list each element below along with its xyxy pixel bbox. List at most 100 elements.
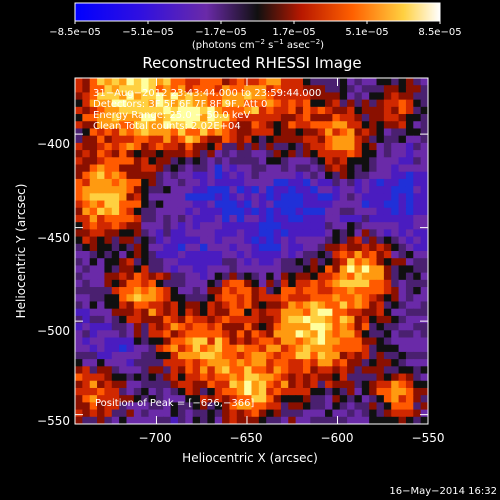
- heatmap-cell: [119, 251, 128, 259]
- heatmap-cell: [273, 92, 282, 101]
- heatmap-cell: [170, 114, 179, 122]
- heatmap-cell: [133, 200, 142, 209]
- heatmap-cell: [111, 351, 120, 360]
- heatmap-cell: [369, 207, 378, 216]
- heatmap-cell: [163, 78, 172, 86]
- heatmap-cell: [354, 106, 363, 115]
- heatmap-cell: [126, 337, 135, 346]
- heatmap-cell: [413, 351, 422, 360]
- heatmap-cell: [244, 337, 253, 346]
- heatmap-cell: [413, 301, 422, 310]
- heatmap-cell: [104, 409, 113, 418]
- heatmap-cell: [332, 301, 341, 310]
- heatmap-cell: [273, 236, 282, 245]
- heatmap-cell: [413, 279, 422, 288]
- heatmap-cell: [177, 279, 186, 288]
- heatmap-cell: [75, 85, 83, 94]
- heatmap-cell: [251, 157, 260, 166]
- heatmap-cell: [398, 359, 407, 367]
- heatmap-cell: [170, 272, 179, 281]
- heatmap-cell: [82, 258, 91, 267]
- heatmap-cell: [310, 380, 319, 389]
- heatmap-cell: [280, 142, 289, 151]
- heatmap-cell: [361, 106, 370, 115]
- heatmap-cell: [75, 128, 83, 137]
- heatmap-cell: [361, 380, 370, 389]
- heatmap-cell: [325, 135, 333, 144]
- heatmap-cell: [273, 330, 282, 339]
- heatmap-cell: [177, 121, 186, 130]
- heatmap-cell: [317, 287, 326, 295]
- heatmap-cell: [141, 193, 150, 202]
- heatmap-cell: [82, 395, 91, 403]
- heatmap-cell: [133, 85, 142, 94]
- heatmap-cell: [369, 99, 378, 108]
- heatmap-cell: [258, 178, 267, 187]
- heatmap-cell: [383, 214, 392, 223]
- heatmap-cell: [273, 114, 282, 122]
- heatmap-cell: [251, 236, 260, 245]
- heatmap-cell: [376, 222, 385, 230]
- heatmap-cell: [398, 229, 407, 238]
- heatmap-cell: [361, 301, 370, 310]
- heatmap-cell: [273, 150, 282, 158]
- heatmap-cell: [75, 294, 83, 303]
- heatmap-cell: [89, 150, 98, 158]
- heatmap-cell: [185, 251, 194, 259]
- heatmap-cell: [177, 387, 186, 396]
- heatmap-cell: [229, 106, 238, 115]
- heatmap-cell: [383, 301, 392, 310]
- heatmap-cell: [347, 85, 356, 94]
- heatmap-cell: [325, 387, 333, 396]
- heatmap-cell: [119, 409, 128, 418]
- heatmap-cell: [288, 157, 297, 166]
- heatmap-cell: [339, 402, 348, 411]
- heatmap-cell: [82, 344, 91, 353]
- heatmap-cell: [354, 121, 363, 130]
- heatmap-cell: [170, 301, 179, 310]
- heatmap-cell: [405, 106, 414, 115]
- heatmap-cell: [369, 359, 378, 367]
- heatmap-cell: [332, 351, 341, 360]
- heatmap-cell: [236, 222, 245, 230]
- heatmap-cell: [214, 315, 223, 324]
- heatmap-cell: [89, 243, 98, 252]
- heatmap-cell: [310, 351, 319, 360]
- heatmap-cell: [97, 214, 106, 223]
- heatmap-cell: [317, 251, 326, 259]
- heatmap-cell: [332, 337, 341, 346]
- heatmap-cell: [383, 287, 392, 295]
- heatmap-cell: [310, 416, 319, 424]
- heatmap-cell: [104, 157, 113, 166]
- heatmap-cell: [177, 128, 186, 137]
- heatmap-cell: [222, 323, 231, 331]
- heatmap-cell: [288, 258, 297, 267]
- heatmap-cell: [420, 351, 428, 360]
- heatmap-cell: [288, 366, 297, 375]
- heatmap-cell: [177, 272, 186, 281]
- heatmap-cell: [361, 251, 370, 259]
- heatmap-cell: [317, 294, 326, 303]
- heatmap-cell: [170, 373, 179, 382]
- heatmap-cell: [413, 287, 422, 295]
- heatmap-cell: [236, 135, 245, 144]
- heatmap-cell: [192, 193, 201, 202]
- heatmap-cell: [244, 207, 253, 216]
- heatmap-cell: [163, 258, 172, 267]
- heatmap-cell: [82, 114, 91, 122]
- heatmap-cell: [361, 330, 370, 339]
- heatmap-cell: [332, 164, 341, 173]
- heatmap-cell: [222, 214, 231, 223]
- heatmap-cell: [192, 337, 201, 346]
- heatmap-cell: [236, 287, 245, 295]
- annotation-detectors: Detectors: 3F 5F 6F 7F 8F 9F, Att 0: [93, 99, 267, 110]
- heatmap-cell: [155, 359, 164, 367]
- heatmap-cell: [317, 222, 326, 230]
- heatmap-cell: [251, 351, 260, 360]
- heatmap-cell: [89, 229, 98, 238]
- heatmap-cell: [376, 207, 385, 216]
- heatmap-cell: [222, 114, 231, 122]
- heatmap-cell: [170, 243, 179, 252]
- heatmap-cell: [266, 99, 275, 108]
- heatmap-cell: [295, 128, 304, 137]
